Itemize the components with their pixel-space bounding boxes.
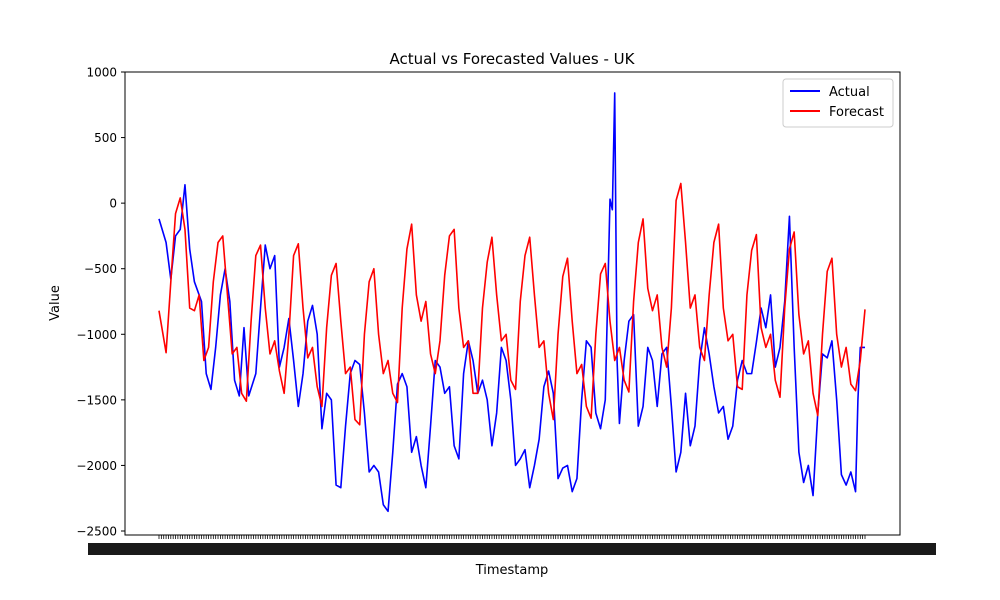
y-tick-label: −1000	[76, 328, 117, 342]
chart-title: Actual vs Forecasted Values - UK	[390, 50, 636, 68]
plot-border	[124, 71, 901, 536]
y-tick-label: 500	[94, 131, 117, 145]
y-tick-label: −2500	[76, 525, 117, 539]
legend: Actual Forecast	[782, 78, 894, 128]
y-tick-label: −2000	[76, 459, 117, 473]
y-axis: 1000 500 0 −500 −1000 −1500 −2000 −2500	[76, 66, 125, 539]
x-tick-marks	[88, 535, 936, 555]
plot-area: 1000 500 0 −500 −1000 −1500 −2000 −2500	[76, 66, 936, 555]
series-line-actual	[158, 92, 865, 513]
y-axis-label: Value	[48, 285, 63, 321]
series-lines	[158, 92, 866, 513]
x-axis-label: Timestamp	[475, 563, 549, 578]
y-tick-label: 0	[109, 197, 117, 211]
y-tick-label: −500	[84, 262, 117, 276]
y-tick-label: −1500	[76, 393, 117, 407]
legend-label-actual: Actual	[829, 85, 870, 100]
y-tick-label: 1000	[86, 66, 117, 80]
series-line-forecast	[158, 182, 866, 426]
legend-label-forecast: Forecast	[829, 105, 884, 120]
x-tick-label-overlap	[88, 543, 936, 555]
